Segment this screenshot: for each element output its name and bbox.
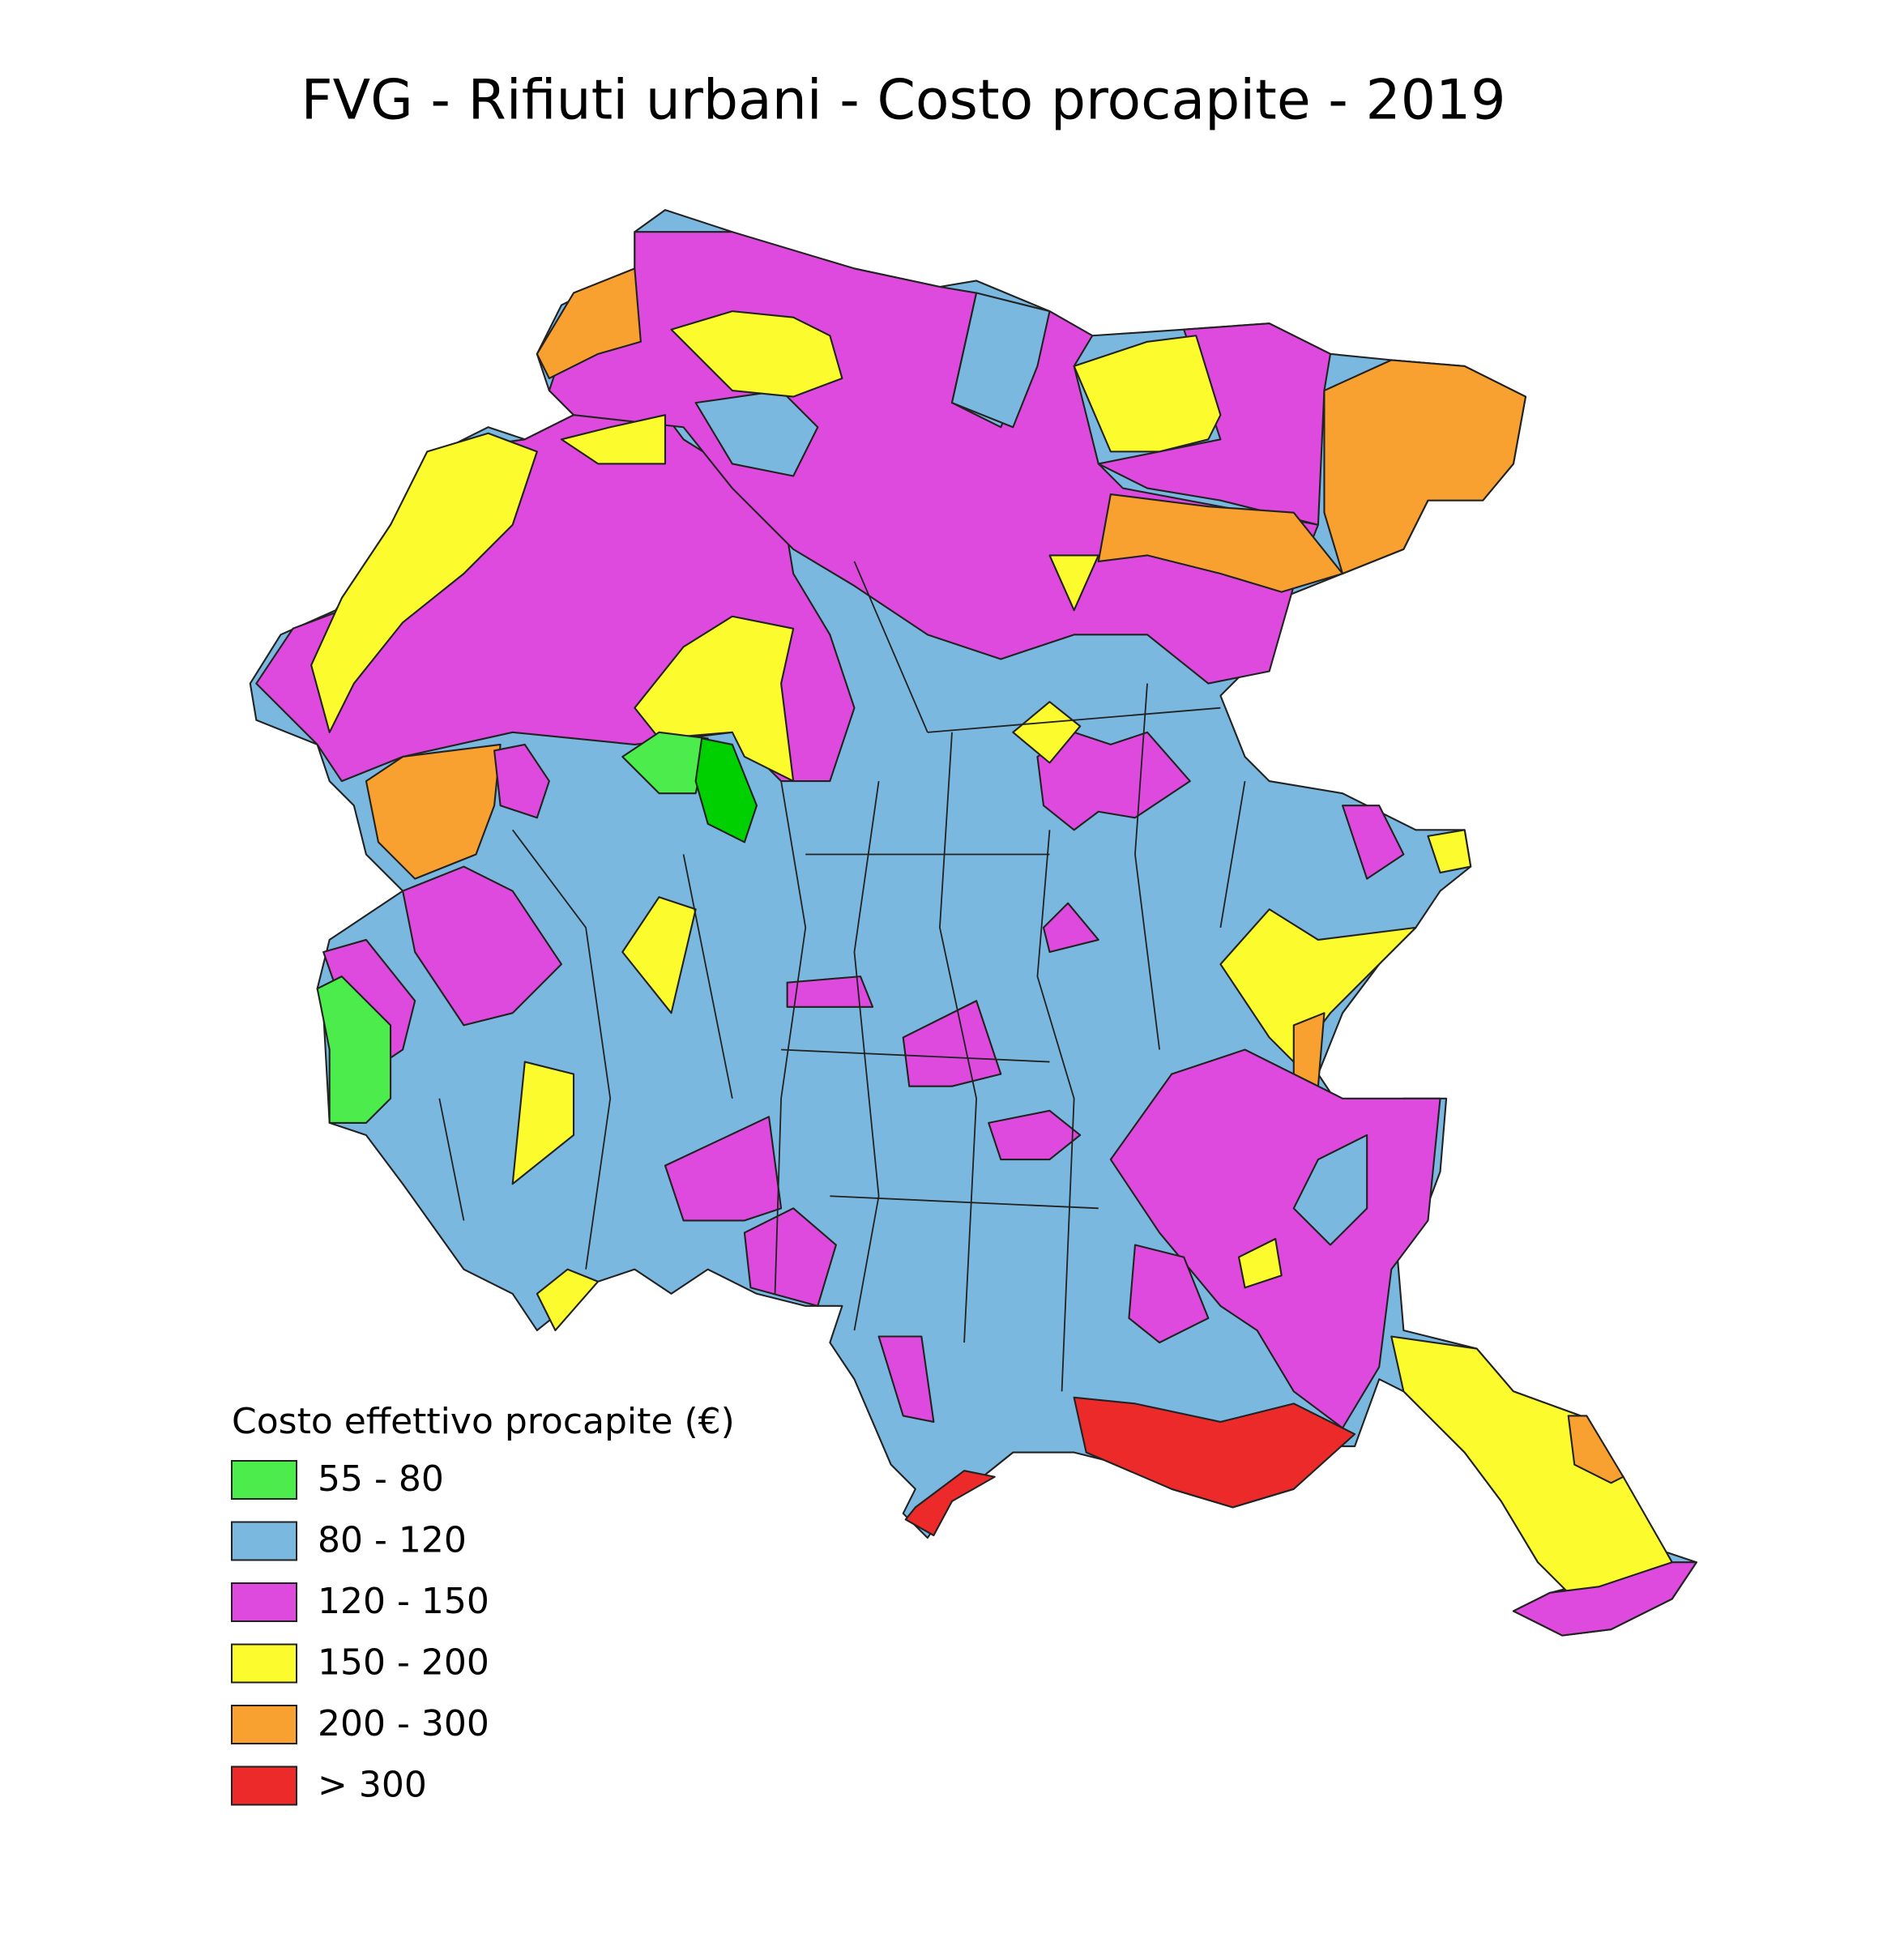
area — [1512, 1561, 1697, 1637]
area — [316, 976, 392, 1124]
area — [536, 1268, 600, 1332]
area — [310, 432, 538, 733]
legend-swatch — [231, 1582, 297, 1622]
area — [877, 1335, 935, 1424]
borders — [438, 561, 1246, 1392]
area — [1237, 1237, 1283, 1289]
area — [1292, 1012, 1326, 1087]
legend-swatch — [231, 1460, 297, 1500]
area — [493, 743, 550, 819]
area — [1128, 1244, 1210, 1344]
legend-label: 80 - 120 — [318, 1520, 467, 1561]
area — [1341, 805, 1405, 880]
area — [1012, 701, 1082, 764]
area — [1390, 1335, 1673, 1600]
legend-swatch — [231, 1705, 297, 1744]
area — [1427, 829, 1472, 874]
area — [950, 292, 1051, 429]
legend-label: 120 - 150 — [318, 1581, 489, 1622]
area — [1048, 554, 1099, 612]
area — [1097, 493, 1344, 593]
area — [786, 976, 874, 1008]
area — [1036, 731, 1191, 831]
area — [1073, 335, 1222, 453]
area — [1567, 1415, 1624, 1484]
area — [402, 865, 562, 1027]
area — [664, 1116, 783, 1222]
legend: Costo effettivo procapite (€) 55 - 80 80 … — [231, 1401, 735, 1806]
area — [1042, 902, 1099, 954]
legend-swatch — [231, 1643, 297, 1684]
area — [1219, 908, 1417, 1063]
area — [904, 1470, 996, 1537]
area — [1323, 359, 1527, 575]
legend-swatch — [231, 1765, 297, 1806]
legend-label: > 300 — [318, 1765, 427, 1806]
area — [634, 615, 795, 783]
map — [249, 209, 1697, 1637]
area — [511, 1061, 575, 1185]
legend-label: 55 - 80 — [318, 1458, 444, 1500]
area — [1073, 1396, 1356, 1509]
area — [743, 1207, 837, 1307]
area — [621, 896, 697, 1014]
area — [560, 414, 667, 465]
map-title: FVG - Rifiuti urbani - Costo procapite -… — [301, 69, 1505, 133]
legend-title: Costo effettivo procapite (€) — [232, 1401, 735, 1442]
legend-label: 200 - 300 — [318, 1703, 489, 1744]
area — [988, 1109, 1082, 1161]
area — [365, 743, 502, 880]
legend-swatch — [231, 1521, 297, 1561]
legend-label: 150 - 200 — [318, 1642, 489, 1684]
area — [536, 267, 642, 380]
area — [670, 310, 843, 398]
area — [1292, 1134, 1368, 1246]
area — [902, 1000, 1002, 1087]
area — [694, 737, 758, 843]
